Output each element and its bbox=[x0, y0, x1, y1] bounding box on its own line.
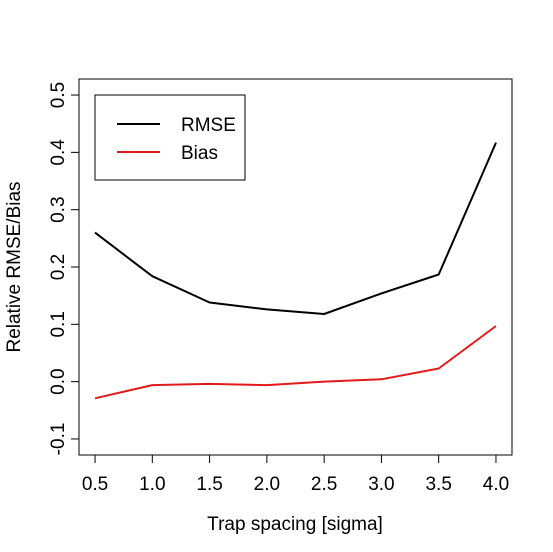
y-tick-label: 0.2 bbox=[48, 254, 69, 280]
x-tick-label: 3.0 bbox=[368, 474, 394, 495]
y-tick-label: -0.1 bbox=[48, 423, 69, 456]
x-tick-label: 2.5 bbox=[311, 474, 337, 495]
legend-label-bias: Bias bbox=[181, 143, 218, 164]
x-tick-label: 1.0 bbox=[139, 474, 165, 495]
legend-box bbox=[95, 95, 245, 180]
x-tick-label: 3.5 bbox=[425, 474, 451, 495]
y-axis: -0.1 0.0 0.1 0.2 0.3 0.4 0.5 bbox=[48, 82, 79, 455]
x-axis-label: Trap spacing [sigma] bbox=[207, 514, 383, 535]
legend-label-rmse: RMSE bbox=[181, 115, 236, 136]
y-tick-label: 0.3 bbox=[48, 196, 69, 222]
y-tick-label: 0.4 bbox=[48, 139, 69, 166]
x-tick-label: 2.0 bbox=[254, 474, 280, 495]
series-lines bbox=[95, 143, 496, 399]
y-tick-label: 0.5 bbox=[48, 82, 69, 108]
y-axis-label: Relative RMSE/Bias bbox=[4, 181, 25, 352]
x-tick-label: 4.0 bbox=[483, 474, 509, 495]
legend: RMSE Bias bbox=[95, 95, 245, 180]
series-line-bias bbox=[95, 326, 496, 398]
y-tick-label: 0.0 bbox=[48, 368, 69, 394]
x-tick-label: 0.5 bbox=[82, 474, 108, 495]
x-tick-label: 1.5 bbox=[196, 474, 222, 495]
x-axis: 0.5 1.0 1.5 2.0 2.5 3.0 3.5 4.0 bbox=[82, 455, 509, 495]
y-tick-label: 0.1 bbox=[48, 311, 69, 337]
